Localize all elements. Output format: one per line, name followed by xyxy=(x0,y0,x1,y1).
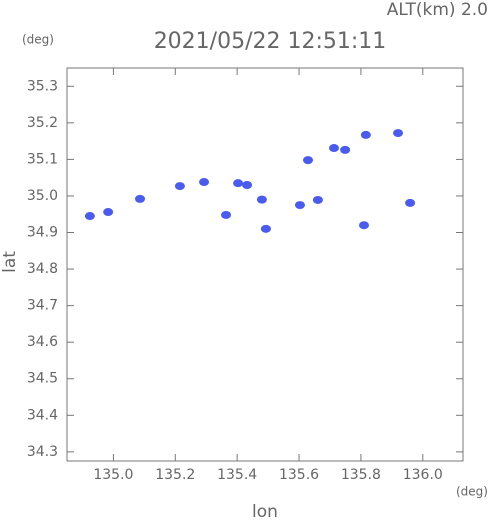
x-tick-label: 135.4 xyxy=(217,467,257,483)
echo-blob xyxy=(328,144,339,153)
echo-blob xyxy=(340,145,351,154)
echo-blob xyxy=(256,195,267,204)
echo-blob xyxy=(303,156,314,165)
echo-blob xyxy=(84,212,95,221)
y-tick-label: 34.7 xyxy=(27,298,58,314)
y-tick-label: 34.8 xyxy=(27,261,58,277)
echo-blob xyxy=(221,210,232,219)
echo-blob xyxy=(174,182,185,191)
x-tick-label: 136.0 xyxy=(403,467,443,483)
x-tick-label: 135.0 xyxy=(93,467,133,483)
y-tick-label: 34.9 xyxy=(27,225,58,241)
echo-blob xyxy=(103,208,114,217)
y-tick-label: 35.1 xyxy=(27,151,58,167)
echo-blob xyxy=(135,194,146,203)
echo-blob xyxy=(242,180,253,189)
x-tick-label: 135.2 xyxy=(155,467,195,483)
echo-blob xyxy=(359,221,369,230)
echo-blob xyxy=(294,201,305,210)
y-tick-label: 34.4 xyxy=(27,407,58,423)
echo-blob xyxy=(393,129,404,138)
echo-blob xyxy=(360,130,371,139)
x-tick-label: 135.8 xyxy=(341,467,381,483)
echo-blob xyxy=(233,179,244,188)
y-tick-label: 35.2 xyxy=(27,115,58,131)
x-axis-label: lon xyxy=(252,502,278,521)
annotation: ALT(km) 2.0 xyxy=(387,0,488,20)
y-tick-label: 35.3 xyxy=(27,78,58,94)
echo-blob xyxy=(199,178,210,187)
chart-title: 2021/05/22 12:51:11 xyxy=(154,29,387,54)
plot-frame xyxy=(66,67,464,462)
x-unit: (deg) xyxy=(456,485,488,499)
y-axis-label: lat xyxy=(0,251,20,273)
x-tick-label: 135.6 xyxy=(279,467,319,483)
y-tick-label: 35.0 xyxy=(27,188,58,204)
echo-blob xyxy=(405,198,416,207)
echo-blob xyxy=(260,224,271,233)
y-tick-label: 34.5 xyxy=(27,371,58,387)
echo-blob xyxy=(312,195,323,204)
y-tick-label: 34.3 xyxy=(27,444,58,460)
y-tick-label: 34.6 xyxy=(27,334,58,350)
y-unit: (deg) xyxy=(22,33,54,47)
